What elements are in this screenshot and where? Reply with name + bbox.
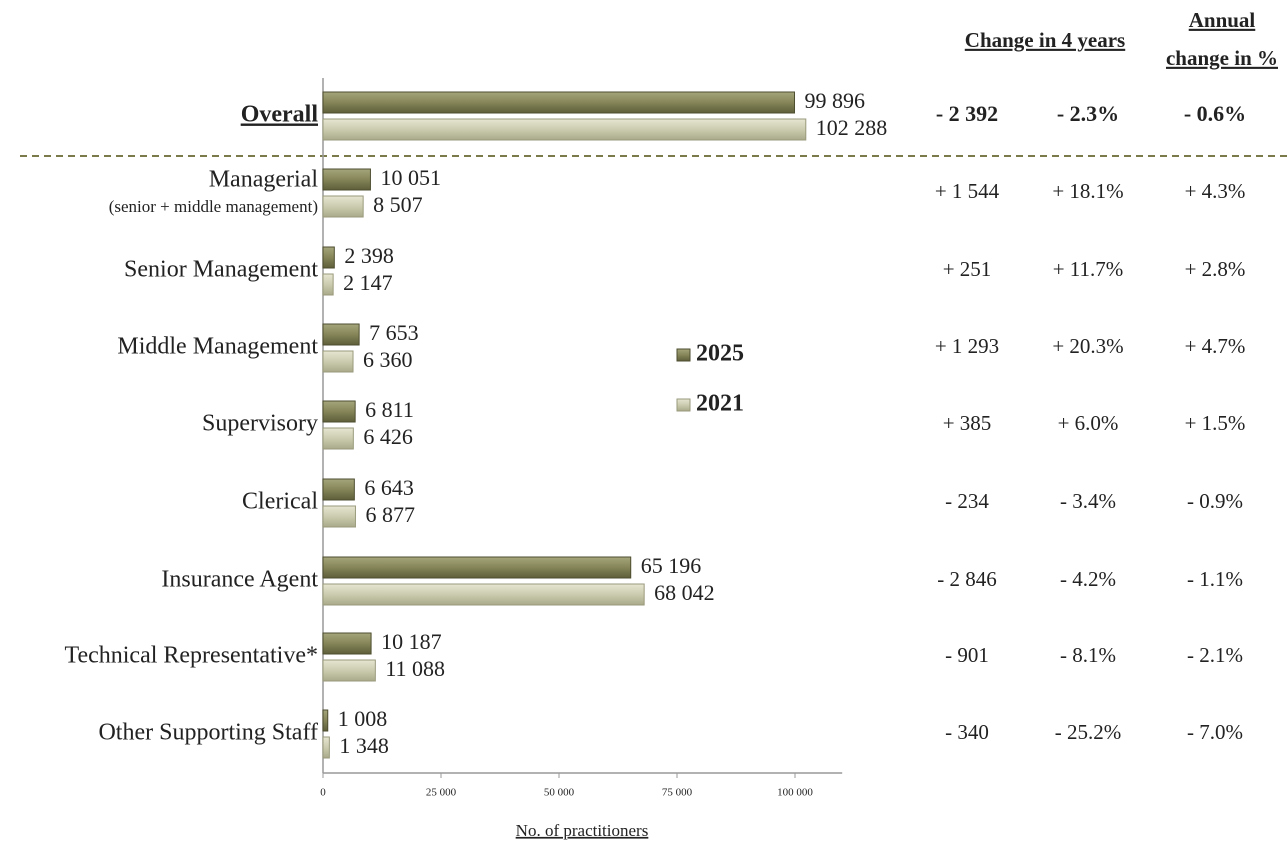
x-tick-label: 100 000 <box>777 787 813 799</box>
value-label: 10 051 <box>380 165 441 190</box>
table-cell: - 7.0% <box>1187 720 1243 744</box>
table-cell: + 2.8% <box>1185 257 1246 281</box>
value-label: 8 507 <box>373 192 423 217</box>
value-label: 102 288 <box>816 115 888 140</box>
value-label: 68 042 <box>654 580 715 605</box>
value-label: 6 426 <box>363 424 413 449</box>
category-label: Other Supporting Staff <box>98 720 318 746</box>
legend-label: 2025 <box>696 341 744 367</box>
table-cell: + 1 544 <box>935 179 1000 203</box>
category-label: Managerial <box>209 167 319 193</box>
value-label: 1 008 <box>338 706 388 731</box>
value-label: 6 360 <box>363 347 413 372</box>
bar <box>322 246 335 269</box>
table-cell: + 251 <box>943 257 992 281</box>
x-tick-label: 75 000 <box>662 787 693 799</box>
legend-swatch <box>676 348 691 362</box>
bar <box>322 583 645 606</box>
table-header: change in % <box>1166 46 1278 70</box>
category-label: Middle Management <box>117 334 318 360</box>
bar <box>322 736 330 759</box>
category-label: Technical Representative* <box>64 643 318 669</box>
bar <box>322 632 372 655</box>
bar <box>322 400 356 423</box>
bar <box>322 427 354 450</box>
x-axis-title: No. of practitioners <box>516 821 649 840</box>
category-sublabel: (senior + middle management) <box>109 197 318 216</box>
table-cell: + 20.3% <box>1052 334 1123 358</box>
x-tick-label: 0 <box>320 787 326 799</box>
table-cell: - 2.3% <box>1057 101 1119 126</box>
table-header: Change in 4 years <box>965 28 1125 52</box>
value-label: 65 196 <box>641 553 702 578</box>
value-label: 6 811 <box>365 397 414 422</box>
bar <box>322 709 329 732</box>
value-label: 7 653 <box>369 320 419 345</box>
table-cell: - 4.2% <box>1060 567 1116 591</box>
x-tick-label: 50 000 <box>544 787 575 799</box>
value-label: 11 088 <box>385 656 445 681</box>
bar <box>322 505 356 528</box>
table-cell: + 1.5% <box>1185 411 1246 435</box>
value-label: 2 398 <box>344 243 394 268</box>
bar <box>322 323 360 346</box>
value-label: 10 187 <box>381 629 442 654</box>
category-label: Supervisory <box>202 411 318 437</box>
table-cell: - 3.4% <box>1060 489 1116 513</box>
value-label: 99 896 <box>805 88 866 113</box>
table-cell: - 2 392 <box>936 101 998 126</box>
table-cell: + 11.7% <box>1053 257 1124 281</box>
value-label: 1 348 <box>339 733 389 758</box>
bar <box>322 273 334 296</box>
table-cell: + 1 293 <box>935 334 999 358</box>
table-cell: - 2 846 <box>937 567 997 591</box>
table-cell: - 25.2% <box>1055 720 1122 744</box>
table-cell: + 4.3% <box>1185 179 1246 203</box>
bar <box>322 556 632 579</box>
value-label: 2 147 <box>343 270 393 295</box>
table-cell: - 340 <box>945 720 989 744</box>
x-tick-label: 25 000 <box>426 787 457 799</box>
table-cell: - 1.1% <box>1187 567 1243 591</box>
bar <box>322 478 355 501</box>
bar <box>322 168 371 191</box>
table-header: Annual <box>1189 8 1256 32</box>
category-label: Clerical <box>242 489 318 515</box>
table-cell: + 385 <box>943 411 992 435</box>
table-cell: + 4.7% <box>1185 334 1246 358</box>
legend-swatch <box>676 398 691 412</box>
table-cell: + 18.1% <box>1052 179 1123 203</box>
table-cell: + 6.0% <box>1058 411 1119 435</box>
table-cell: - 0.9% <box>1187 489 1243 513</box>
bar <box>322 350 354 373</box>
legend-label: 2021 <box>696 391 744 417</box>
category-label: Overall <box>241 102 319 128</box>
table-cell: - 2.1% <box>1187 643 1243 667</box>
category-label: Senior Management <box>124 257 318 283</box>
bar <box>322 195 364 218</box>
table-cell: - 234 <box>945 489 989 513</box>
bar <box>322 659 376 682</box>
value-label: 6 643 <box>364 475 414 500</box>
bar <box>322 91 796 114</box>
table-cell: - 0.6% <box>1184 101 1246 126</box>
table-cell: - 8.1% <box>1060 643 1116 667</box>
category-label: Insurance Agent <box>161 567 318 593</box>
table-cell: - 901 <box>945 643 989 667</box>
value-label: 6 877 <box>365 502 415 527</box>
bar <box>322 118 807 141</box>
